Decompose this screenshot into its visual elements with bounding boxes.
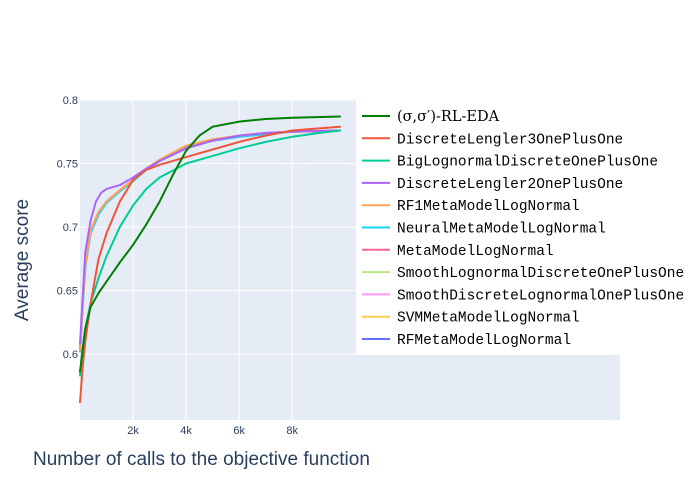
- y-tick-label: 0.75: [57, 158, 78, 170]
- x-tick-label: 4k: [180, 425, 192, 437]
- y-tick-label: 0.7: [63, 222, 78, 234]
- legend-item[interactable]: RFMetaModelLogNormal: [362, 333, 571, 349]
- legend-item[interactable]: BigLognormalDiscreteOnePlusOne: [362, 155, 658, 171]
- y-axis-title: Average score: [12, 199, 33, 321]
- legend-label: BigLognormalDiscreteOnePlusOne: [397, 155, 658, 171]
- series-lines: [79, 115, 341, 404]
- x-axis-title: Number of calls to the objective functio…: [33, 449, 370, 470]
- legend-item[interactable]: NeuralMetaModelLogNormal: [362, 222, 606, 238]
- legend-label: NeuralMetaModelLogNormal: [397, 222, 606, 238]
- series-line-1: [79, 125, 341, 404]
- legend-item[interactable]: DiscreteLengler3OnePlusOne: [362, 132, 623, 148]
- x-axis-ticks: 2k 4k 6k 8k: [127, 425, 298, 437]
- legend-label: RF1MetaModelLogNormal: [397, 199, 580, 215]
- legend-item[interactable]: RF1MetaModelLogNormal: [362, 199, 580, 215]
- x-tick-label: 8k: [286, 425, 298, 437]
- y-tick-label: 0.8: [63, 95, 78, 107]
- legend-label: (σ,σ′)-RL-EDA: [397, 109, 500, 125]
- legend-item[interactable]: DiscreteLengler2OnePlusOne: [362, 177, 623, 193]
- legend-label: DiscreteLengler2OnePlusOne: [397, 177, 623, 193]
- legend-item[interactable]: SVMMetaModelLogNormal: [362, 311, 580, 327]
- series-line-3: [79, 129, 341, 345]
- y-tick-label: 0.65: [57, 285, 78, 297]
- legend-item[interactable]: SmoothLognormalDiscreteOnePlusOne: [362, 266, 684, 282]
- legend-label: DiscreteLengler3OnePlusOne: [397, 132, 623, 148]
- legend: (σ,σ′)-RL-EDA DiscreteLengler3OnePlusOne B…: [362, 109, 684, 349]
- y-tick-label: 0.6: [63, 349, 78, 361]
- legend-item[interactable]: MetaModelLogNormal: [362, 244, 554, 260]
- legend-label: SmoothLognormalDiscreteOnePlusOne: [397, 266, 684, 282]
- x-tick-label: 2k: [127, 425, 139, 437]
- x-tick-label: 6k: [233, 425, 245, 437]
- legend-label: RFMetaModelLogNormal: [397, 333, 571, 349]
- legend-item[interactable]: SmoothDiscreteLognormalOnePlusOne: [362, 288, 684, 304]
- y-axis-ticks: 0.6 0.65 0.7 0.75 0.8: [57, 95, 78, 361]
- series-line-0: [79, 115, 341, 373]
- legend-label: SVMMetaModelLogNormal: [397, 311, 580, 327]
- legend-background: [356, 100, 700, 355]
- legend-label: SmoothDiscreteLognormalOnePlusOne: [397, 288, 684, 304]
- legend-item[interactable]: (σ,σ′)-RL-EDA: [362, 109, 500, 125]
- legend-label: MetaModelLogNormal: [397, 244, 554, 260]
